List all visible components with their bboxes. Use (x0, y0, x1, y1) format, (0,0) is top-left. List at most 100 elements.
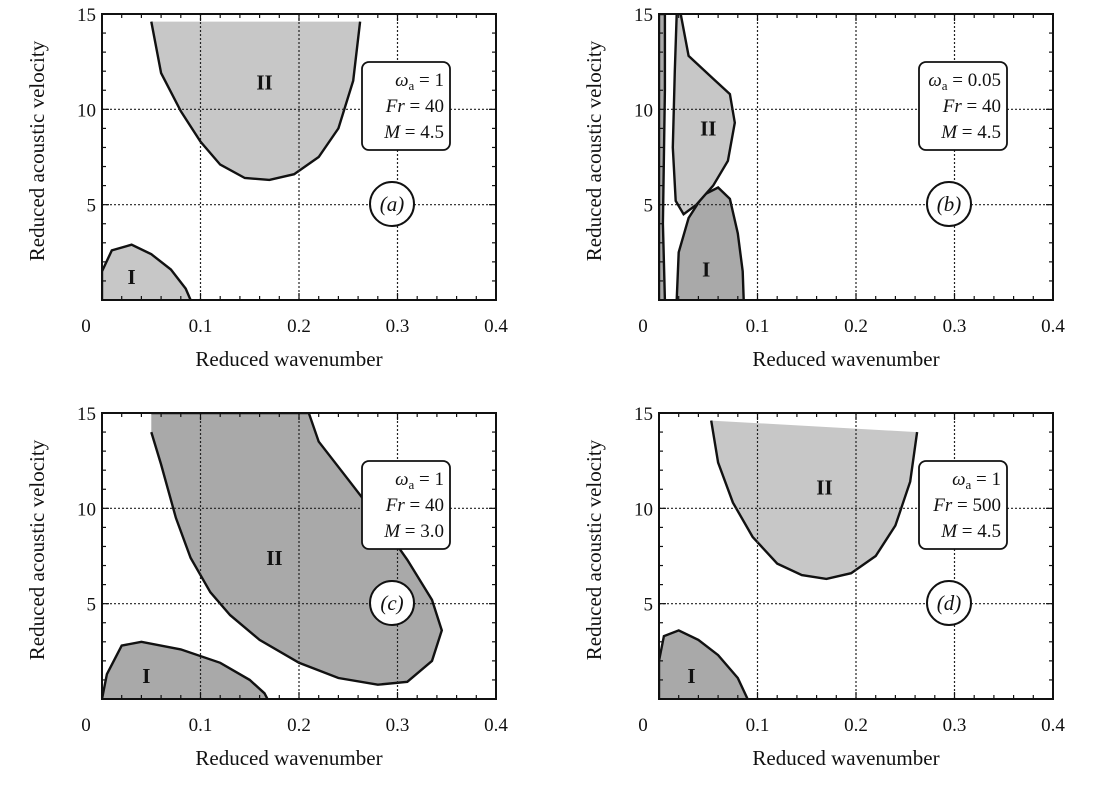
panel-label-circle (369, 580, 415, 626)
y-tick-label: 15 (77, 5, 96, 26)
region-i-label: I (127, 265, 135, 289)
region-i-area (675, 186, 745, 300)
region-i-label: I (702, 257, 710, 281)
y-tick-label: 5 (644, 196, 654, 217)
panel-a: I II 0 0.1 0.2 0.3 0.4 5 10 15 Reduced wavenumber R… (0, 0, 556, 398)
panel-label-circle (926, 181, 972, 227)
parameter-subscript: a (966, 477, 972, 492)
parameter-equals: = (952, 495, 972, 516)
y-tick-label: 10 (77, 499, 96, 520)
parameter-box-frame (918, 460, 1008, 550)
parameter-line: ωa = 1 (395, 469, 444, 492)
x-tick-label: 0.3 (386, 715, 410, 736)
parameter-box-frame (918, 61, 1008, 151)
parameter-value: 1 (992, 469, 1002, 490)
parameter-box: ωa = 1 Fr = 40 M = 3.0 (361, 460, 451, 550)
x-tick-label: 0.2 (287, 715, 311, 736)
region-ii-label: II (816, 475, 832, 499)
y-axis-label: Reduced acoustic velocity (25, 439, 49, 660)
parameter-symbol: M (383, 521, 401, 542)
x-tick-label: 0 (81, 316, 91, 337)
parameter-symbol: Fr (385, 495, 406, 516)
regions-group (659, 420, 919, 699)
x-tick-label: 0.1 (189, 715, 213, 736)
region-ii-area (671, 14, 737, 216)
y-tick-label: 5 (87, 196, 97, 217)
y-axis-label: Reduced acoustic velocity (25, 40, 49, 261)
tick-marks (101, 13, 497, 301)
parameter-value: 4.5 (977, 122, 1001, 143)
parameter-value: 500 (973, 495, 1002, 516)
parameter-line: Fr = 40 (942, 96, 1001, 117)
parameter-equals: = (405, 495, 425, 516)
parameter-subscript: a (409, 477, 415, 492)
region-ii-area (150, 413, 444, 686)
parameter-box: ωa = 0.05 Fr = 40 M = 4.5 (918, 61, 1008, 151)
panel-b: I II 0 0.1 0.2 0.3 0.4 5 10 15 Reduced wavenumber R… (557, 0, 1113, 398)
region-ii-label: II (266, 546, 282, 570)
panel-label-text: (c) (380, 591, 403, 615)
regions-group (659, 14, 745, 300)
region-i-label: I (687, 664, 695, 688)
parameter-value: 40 (425, 495, 444, 516)
x-tick-label: 0.4 (484, 316, 508, 337)
panel-label-circle (926, 580, 972, 626)
region-i-area (659, 629, 749, 699)
parameter-line: Fr = 500 (932, 495, 1001, 516)
x-tick-label: 0.1 (746, 715, 770, 736)
x-tick-label: 0.1 (746, 316, 770, 337)
parameter-line: M = 4.5 (940, 122, 1001, 143)
parameter-symbol: ω (395, 469, 408, 490)
parameter-symbol: M (940, 521, 958, 542)
parameter-value: 4.5 (977, 521, 1001, 542)
regions-group (102, 21, 362, 300)
parameter-value: 40 (982, 96, 1001, 117)
y-tick-label: 10 (77, 100, 96, 121)
parameter-line: ωa = 1 (395, 70, 444, 93)
region-ii-area (150, 21, 362, 182)
parameter-equals: = (405, 96, 425, 117)
region-edge-area (659, 14, 667, 300)
parameter-symbol: Fr (942, 96, 963, 117)
x-axis-label: Reduced wavenumber (752, 746, 939, 770)
parameter-equals: = (957, 521, 977, 542)
panel-label-badge: (b) (926, 181, 972, 227)
parameter-value: 4.5 (420, 122, 444, 143)
parameter-symbol: M (940, 122, 958, 143)
parameter-equals: = (400, 521, 420, 542)
tick-marks (101, 412, 497, 700)
y-tick-label: 10 (634, 100, 653, 121)
x-tick-label: 0.2 (844, 316, 868, 337)
y-axis-label: Reduced acoustic velocity (582, 40, 606, 261)
tick-marks (658, 13, 1054, 301)
parameter-line: ωa = 0.05 (928, 70, 1001, 93)
x-tick-label: 0.3 (386, 316, 410, 337)
x-tick-label: 0.2 (844, 715, 868, 736)
parameter-box: ωa = 1 Fr = 40 M = 4.5 (361, 61, 451, 151)
parameter-box-frame (361, 61, 451, 151)
y-axis-label: Reduced acoustic velocity (582, 439, 606, 660)
panel-c: I II 0 0.1 0.2 0.3 0.4 5 10 15 Reduced wavenumber R… (0, 399, 556, 797)
y-tick-label: 5 (87, 595, 97, 616)
parameter-equals: = (414, 469, 434, 490)
y-tick-label: 10 (634, 499, 653, 520)
parameter-symbol: ω (395, 70, 408, 91)
x-tick-label: 0.1 (189, 316, 213, 337)
y-tick-label: 5 (644, 595, 654, 616)
panel-label-circle (369, 181, 415, 227)
region-i-area (102, 243, 192, 300)
x-tick-label: 0.3 (943, 715, 967, 736)
parameter-symbol: ω (928, 70, 941, 91)
parameter-equals: = (400, 122, 420, 143)
parameter-line: Fr = 40 (385, 96, 444, 117)
panel-label-text: (d) (937, 591, 962, 615)
panel-d: I II 0 0.1 0.2 0.3 0.4 5 10 15 Reduced wavenumber R… (557, 399, 1113, 797)
region-i-area (102, 640, 269, 699)
x-tick-label: 0.4 (1041, 316, 1065, 337)
parameter-line: M = 4.5 (383, 122, 444, 143)
x-axis-label: Reduced wavenumber (195, 347, 382, 371)
panel-label-text: (b) (937, 192, 962, 216)
